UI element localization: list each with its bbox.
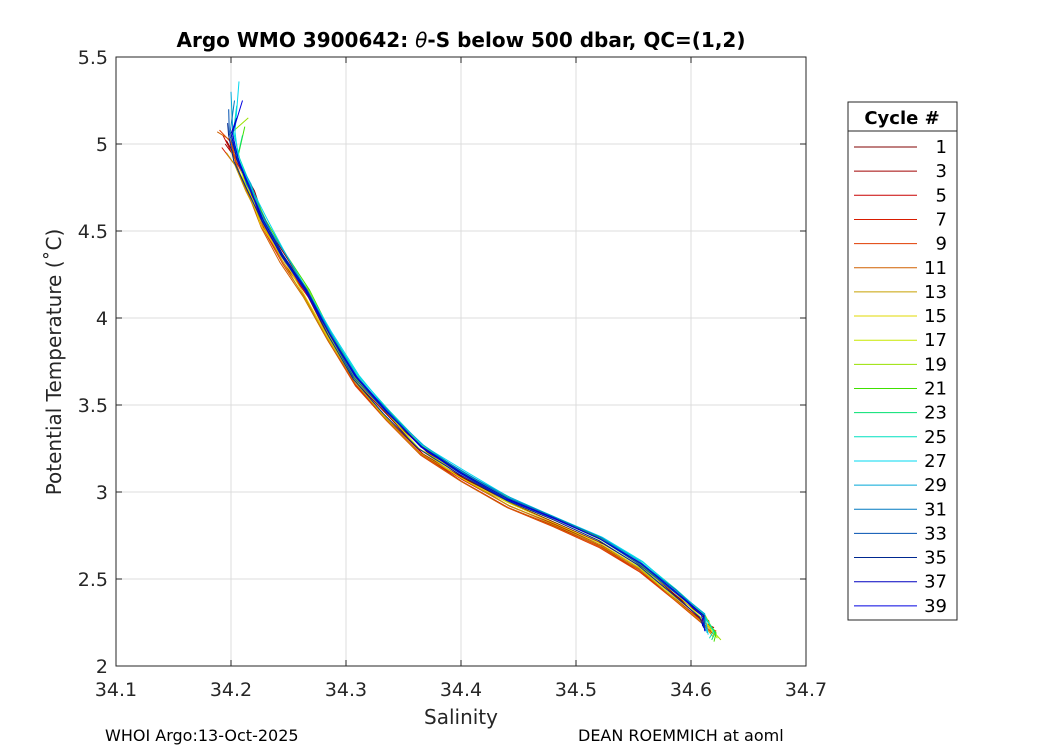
x-tick-label: 34.7	[785, 679, 827, 701]
series-line-cycle-39	[231, 100, 706, 632]
chart-title-suffix: -S below 500 dbar, QC=(1,2)	[427, 28, 745, 52]
legend-title: Cycle #	[864, 108, 939, 129]
axis-ticks: 34.1 34.2 34.3 34.4 34.5 34.6 34.7 2 2.5 3 3.5 4 4.5…	[78, 47, 827, 701]
y-tick-label: 3	[96, 482, 108, 504]
y-tick-label: 5	[96, 134, 108, 156]
x-tick-label: 34.5	[555, 679, 597, 701]
x-axis-label: Salinity	[424, 705, 498, 729]
legend-label: 23	[924, 403, 947, 424]
y-tick-label: 5.5	[78, 47, 108, 69]
legend: Cycle # 13579111315171921232527293133353…	[847, 101, 958, 621]
legend-label: 9	[936, 234, 947, 255]
legend-label: 5	[936, 185, 947, 206]
legend-label: 13	[924, 282, 947, 303]
chart-title: Argo WMO 3900642: θ-S below 500 dbar, QC…	[177, 28, 746, 52]
legend-label: 15	[924, 306, 947, 327]
legend-label: 17	[924, 330, 947, 351]
legend-label: 21	[924, 379, 947, 400]
legend-label: 33	[924, 523, 947, 544]
legend-label: 37	[924, 572, 947, 593]
series-lines	[216, 81, 722, 642]
legend-label: 1	[936, 137, 947, 158]
y-tick-label: 4.5	[78, 221, 108, 243]
legend-label: 27	[924, 451, 947, 472]
legend-label: 3	[936, 161, 947, 182]
footer-credit: WHOI Argo:13-Oct-2025	[105, 726, 299, 745]
y-axis-label: Potential Temperature (˚C)	[42, 229, 66, 496]
series-line-cycle-35	[227, 123, 705, 628]
series-line-cycle-13	[225, 152, 714, 637]
legend-label: 7	[936, 209, 947, 230]
series-line-cycle-33	[228, 109, 706, 630]
legend-label: 19	[924, 354, 947, 375]
x-tick-label: 34.2	[210, 679, 252, 701]
x-tick-label: 34.3	[325, 679, 367, 701]
series-line-cycle-11	[216, 131, 715, 636]
y-tick-label: 3.5	[78, 395, 108, 417]
legend-label: 31	[924, 499, 947, 520]
legend-label: 29	[924, 475, 947, 496]
x-tick-label: 34.1	[95, 679, 137, 701]
legend-label: 25	[924, 427, 947, 448]
legend-label: 39	[924, 596, 947, 617]
legend-label: 35	[924, 548, 947, 569]
y-tick-label: 2.5	[78, 569, 108, 591]
y-tick-label: 4	[96, 308, 108, 330]
chart-title-theta: θ	[415, 28, 427, 52]
y-tick-label: 2	[96, 656, 108, 678]
chart-title-prefix: Argo WMO 3900642:	[177, 28, 416, 52]
x-tick-label: 34.6	[670, 679, 712, 701]
footer-operator: DEAN ROEMMICH at aoml	[578, 726, 784, 745]
x-tick-label: 34.4	[440, 679, 482, 701]
legend-label: 11	[924, 258, 947, 279]
